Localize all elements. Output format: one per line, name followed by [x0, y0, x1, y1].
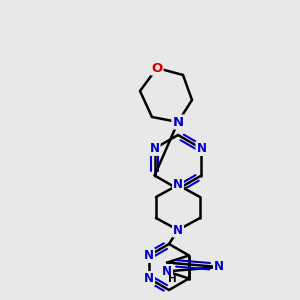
- Text: N: N: [173, 178, 183, 191]
- Text: N: N: [162, 265, 172, 278]
- Text: H: H: [168, 274, 176, 284]
- Text: N: N: [172, 116, 184, 128]
- Text: N: N: [214, 260, 224, 274]
- Text: N: N: [144, 249, 154, 262]
- Text: O: O: [152, 61, 163, 74]
- Text: N: N: [173, 224, 183, 236]
- Text: N: N: [144, 272, 154, 285]
- Text: N: N: [196, 142, 206, 155]
- Text: N: N: [150, 142, 160, 155]
